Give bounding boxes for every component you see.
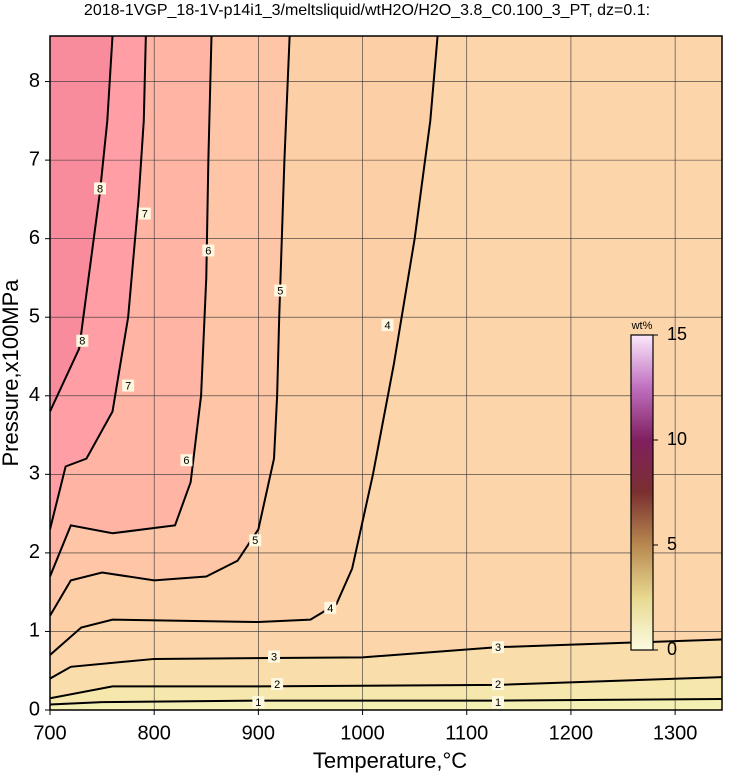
contour-label: 6 <box>205 245 211 257</box>
contour-label: 1 <box>255 697 261 709</box>
contour-label: 6 <box>183 455 189 467</box>
contour-line <box>50 638 722 680</box>
x-tick-label: 800 <box>137 722 170 744</box>
plot-frame <box>49 35 723 711</box>
contour-label-box <box>492 696 504 709</box>
contour-label: 8 <box>79 336 85 348</box>
x-tick-label: 1300 <box>653 722 698 744</box>
plot-area: 1 1 2 2 3 3 4 4 5 5 6 6 7 7 8 8 <box>50 36 722 710</box>
colorbar-tick-label: 10 <box>667 429 687 449</box>
y-tick-label: 2 <box>29 541 40 563</box>
contour-label-box <box>252 696 265 709</box>
contour-label-box <box>492 678 504 691</box>
contour-fill <box>50 36 113 412</box>
contour-line <box>50 36 114 412</box>
contour-label: 3 <box>271 651 277 663</box>
x-tick-label: 1100 <box>445 722 488 744</box>
y-tick-label: 0 <box>29 698 40 720</box>
contour-label-box <box>249 534 262 547</box>
colorbar-label: wt% <box>631 320 653 332</box>
y-tick-label: 1 <box>29 620 40 642</box>
contour-label-box <box>274 284 287 297</box>
contour-label: 7 <box>142 208 148 220</box>
contour-line <box>50 36 439 656</box>
y-tick-label: 4 <box>29 384 40 406</box>
contour-label: 1 <box>495 697 501 709</box>
x-tick-label: 1200 <box>549 722 594 744</box>
contour-label-box <box>492 641 504 654</box>
contour-label-box <box>138 207 151 220</box>
contour-line <box>50 36 147 530</box>
contour-label: 3 <box>495 642 501 654</box>
contour-label: 5 <box>277 285 283 297</box>
chart-title: 2018-1VGP_18-1V-p14i1_3/meltsliquid/wtH2… <box>84 2 650 19</box>
x-tick-label: 700 <box>33 722 66 744</box>
contour-label-box <box>324 601 337 614</box>
contour-label: 4 <box>385 320 391 332</box>
contour-label: 2 <box>274 679 280 691</box>
contour-label-box <box>271 678 284 691</box>
contour-label: 4 <box>327 603 333 615</box>
contour-line <box>50 676 722 700</box>
contour-label-box <box>202 244 215 257</box>
colorbar-tick-label: 15 <box>667 324 687 344</box>
colorbar-tick-label: 5 <box>667 534 677 554</box>
colorbar <box>630 334 654 651</box>
y-tick-label: 6 <box>29 227 40 249</box>
x-tick-label: 900 <box>242 722 275 744</box>
contour-label: 2 <box>495 679 501 691</box>
contour-label-box <box>268 650 280 663</box>
contour-label-box <box>180 454 193 467</box>
contour-line <box>50 36 213 577</box>
colorbar-tick-label: 0 <box>667 639 677 659</box>
y-axis-label: Pressure,x100MPa <box>0 279 23 467</box>
contour-label-box <box>94 182 107 195</box>
contour-label-box <box>381 319 394 332</box>
x-tick-label: 1000 <box>340 722 385 744</box>
y-tick-label: 7 <box>29 148 40 170</box>
contour-label: 5 <box>252 535 258 547</box>
contour-label-box <box>122 379 135 392</box>
y-tick-label: 8 <box>29 70 40 92</box>
contour-label: 8 <box>97 183 103 195</box>
y-tick-label: 5 <box>29 306 40 328</box>
x-axis-label: Temperature,°C <box>313 748 467 773</box>
contour-label: 7 <box>125 380 131 392</box>
contour-label-box <box>76 334 89 347</box>
y-tick-label: 3 <box>29 463 40 485</box>
